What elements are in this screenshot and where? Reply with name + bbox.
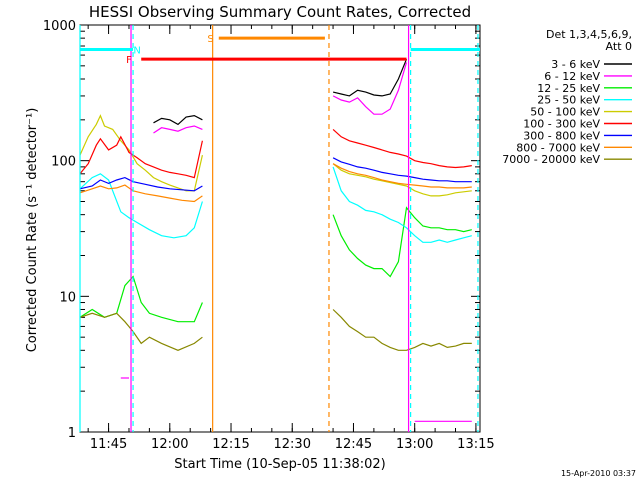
series-line <box>79 135 203 179</box>
annotation-label: N <box>133 45 140 56</box>
series-line <box>79 184 203 203</box>
legend-entry-label: 3 - 6 keV <box>551 58 600 71</box>
footer-timestamp: 15-Apr-2010 03:37 <box>561 469 636 478</box>
plot-frame <box>79 24 481 433</box>
series-layer <box>79 58 472 422</box>
x-tick-label: 12:00 <box>151 437 188 452</box>
legend-entry-label: 800 - 7000 keV <box>516 141 600 154</box>
series-line <box>332 309 472 351</box>
legend-entry-label: 50 - 100 keV <box>530 106 600 119</box>
plot-area <box>79 24 481 433</box>
series-line <box>79 176 203 192</box>
series-line <box>79 312 203 351</box>
x-axis-label: Start Time (10-Sep-05 11:38:02) <box>174 457 385 472</box>
legend-header: Det 1,3,4,5,6,9, <box>546 28 632 41</box>
annotation-label: F <box>126 55 132 66</box>
series-line <box>79 275 203 323</box>
annotation-layer: N S F <box>79 25 480 432</box>
series-line <box>332 128 472 169</box>
series-line <box>332 163 472 189</box>
y-tick-label: 100 <box>51 155 76 170</box>
series-line <box>332 163 472 197</box>
series-line <box>332 166 472 243</box>
x-tick-label: 11:45 <box>90 437 127 452</box>
series-line <box>153 125 203 134</box>
y-tick-label: 1 <box>68 426 76 441</box>
axis-ticks: 1 10 100 1000 11:45 12:00 12:15 12:30 12:45 13:00… <box>43 19 495 452</box>
legend-entry-label: 300 - 800 keV <box>523 129 600 142</box>
series-line <box>332 62 408 115</box>
x-tick-label: 12:30 <box>274 437 311 452</box>
series-line <box>79 114 203 192</box>
series-line <box>332 58 408 97</box>
legend-entry-label: 25 - 50 keV <box>537 94 600 107</box>
series-line <box>332 157 472 183</box>
series-line <box>153 114 203 126</box>
series-line <box>332 206 472 278</box>
legend-entry-label: 7000 - 20000 keV <box>502 153 600 166</box>
legend-header: Att 0 <box>606 40 632 53</box>
legend-entry-label: 6 - 12 keV <box>544 70 600 83</box>
y-tick-label: 10 <box>59 290 76 305</box>
y-tick-label: 1000 <box>43 19 76 34</box>
x-tick-label: 12:15 <box>212 437 249 452</box>
series-line <box>79 173 203 239</box>
x-tick-label: 13:15 <box>457 437 494 452</box>
chart-title: HESSI Observing Summary Count Rates, Cor… <box>89 3 471 21</box>
x-tick-label: 12:45 <box>335 437 372 452</box>
annotation-label: S <box>207 34 213 45</box>
legend-entry-label: 100 - 300 keV <box>523 118 600 131</box>
legend-entry-label: 12 - 25 keV <box>537 82 600 95</box>
x-tick-label: 13:00 <box>396 437 433 452</box>
y-axis-label: Corrected Count Rate (s⁻¹ detector⁻¹) <box>25 108 40 353</box>
